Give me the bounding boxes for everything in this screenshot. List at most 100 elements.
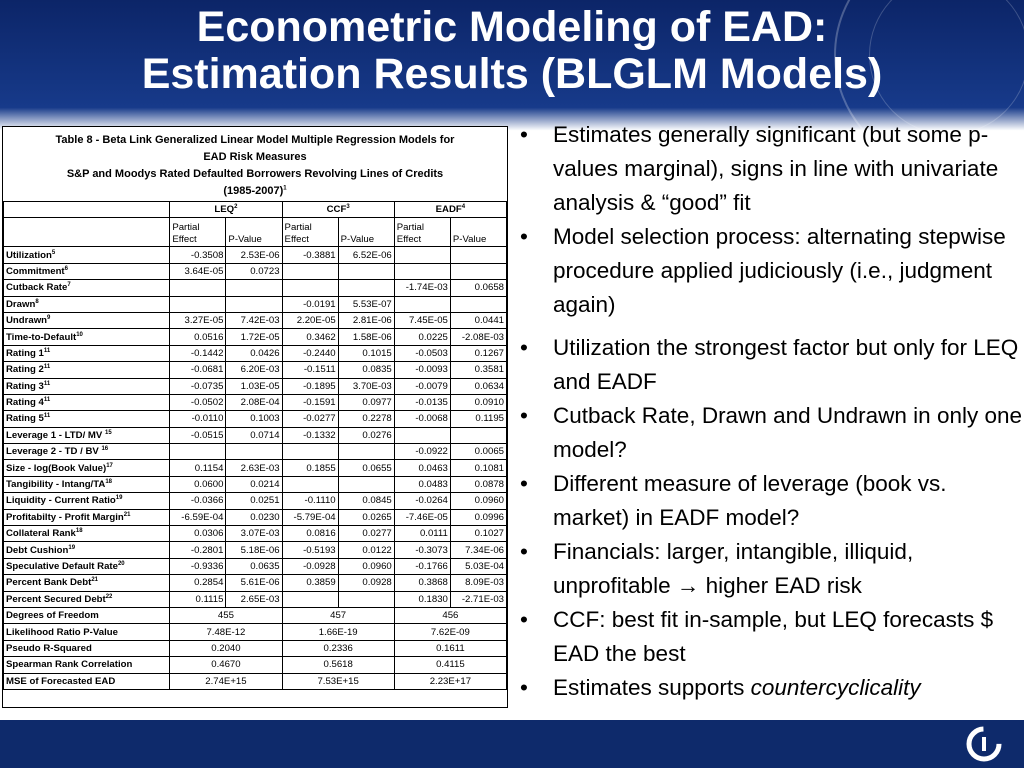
footer-bar [0, 720, 1024, 768]
value-cell: 7.45E-05 [393, 311, 451, 330]
stats-row: Degrees of Freedom 455 457 456 [3, 606, 507, 625]
stat-value-cell: 0.2336 [281, 639, 395, 658]
value-cell: 0.0463 [393, 459, 451, 477]
table-row: Percent Secured Debt22 0.1115 2.65E-03 0.18… [3, 590, 507, 608]
value-cell [337, 475, 395, 494]
value-cell: 0.0878 [449, 475, 507, 494]
value-cell: 1.58E-06 [337, 328, 395, 346]
row-label: Collateral Rank18 [3, 525, 171, 543]
value-cell: -0.5193 [281, 541, 339, 559]
table-row: Commitment6 3.64E-05 0.0723 [3, 262, 507, 281]
table-row: Leverage 2 - TD / BV 16 -0.0922 0.0065 [3, 443, 507, 461]
stat-value-cell: 0.4670 [169, 656, 283, 674]
row-label: Percent Bank Debt21 [3, 574, 171, 592]
bullet-item: • CCF: best fit in-sample, but LEQ foreca… [516, 603, 1024, 671]
value-cell: 0.0251 [225, 492, 283, 510]
stat-value-cell: 2.23E+17 [393, 672, 507, 690]
stat-value-cell: 0.5618 [281, 656, 395, 674]
value-cell: -5.79E-04 [281, 508, 339, 527]
value-cell: -0.0068 [393, 410, 451, 428]
table-row: Rating 411 -0.0502 2.08E-04 -0.1591 0.0977 -0… [3, 393, 507, 412]
bullet-item: • Cutback Rate, Drawn and Undrawn in only… [516, 399, 1024, 467]
table-row: Leverage 1 - LTD/ MV 15 -0.0515 0.0714 -0.1… [3, 426, 507, 445]
table-row: Rating 311 -0.0735 1.03E-05 -0.1895 3.70E-03… [3, 377, 507, 395]
value-cell: 0.0634 [449, 377, 507, 395]
value-cell [337, 590, 395, 608]
value-cell: 7.42E-03 [225, 311, 283, 330]
value-cell: 0.1855 [281, 459, 339, 477]
stat-value-cell: 1.66E-19 [281, 623, 395, 641]
value-cell: 0.0996 [449, 508, 507, 527]
row-label: Liquidity - Current Ratio19 [3, 492, 171, 510]
value-cell: 0.3859 [281, 574, 339, 592]
title-line-1: Econometric Modeling of EAD: [196, 3, 828, 51]
stats-row: Pseudo R-Squared 0.2040 0.2336 0.1611 [3, 639, 507, 658]
stat-value-cell: 0.2040 [169, 639, 283, 658]
table-row: Cutback Rate7 -1.74E-03 0.0658 [3, 279, 507, 297]
value-cell [281, 475, 339, 494]
value-cell: 0.0816 [281, 525, 339, 543]
value-cell: -6.59E-04 [169, 508, 227, 527]
bullet-item: • Estimates supports countercyclicality [516, 671, 1024, 705]
value-cell: 0.0214 [225, 475, 283, 494]
value-cell: 2.81E-06 [337, 311, 395, 330]
table-row: Tangibility - Intang/TA18 0.0600 0.0214 0.0… [3, 475, 507, 494]
row-label: Leverage 2 - TD / BV 16 [3, 443, 171, 461]
value-cell: 2.08E-04 [225, 393, 283, 412]
caption-line-2: EAD Risk Measures [203, 151, 307, 163]
value-cell [449, 246, 507, 264]
bullet-dot: • [520, 335, 528, 360]
bullet-item: • Different measure of leverage (book vs.… [516, 467, 1024, 535]
value-cell: 0.0265 [337, 508, 395, 527]
stat-label: Pseudo R-Squared [3, 639, 171, 658]
value-cell [337, 443, 395, 461]
stat-value-cell: 457 [281, 606, 395, 625]
stats-row: MSE of Forecasted EAD 2.74E+15 7.53E+15 2.2… [3, 672, 507, 690]
value-cell: -0.1511 [281, 361, 339, 379]
value-cell: 0.0714 [225, 426, 283, 445]
value-cell: -7.46E-05 [393, 508, 451, 527]
value-cell: -0.0366 [169, 492, 227, 510]
table-row: Debt Cushion19 -0.2801 5.18E-06 -0.5193 0.01… [3, 541, 507, 559]
value-cell: -0.0277 [281, 410, 339, 428]
value-cell: -0.1442 [169, 344, 227, 363]
value-cell: 0.1195 [449, 410, 507, 428]
value-cell: 0.0845 [337, 492, 395, 510]
stat-label: Likelihood Ratio P-Value [3, 623, 171, 641]
value-cell: 0.0306 [169, 525, 227, 543]
value-cell: -0.9336 [169, 557, 227, 576]
value-cell [337, 262, 395, 281]
title-line-2: Estimation Results (BLGLM Models) [141, 50, 883, 98]
row-label: Debt Cushion19 [3, 541, 171, 559]
table-row: Rating 111 -0.1442 0.0426 -0.2440 0.1015 -0.0… [3, 344, 507, 363]
bullet-item: • Model selection process: alternating st… [516, 220, 1024, 322]
value-cell: 0.0723 [225, 262, 283, 281]
table-row: Percent Bank Debt21 0.2854 5.61E-06 0.3859 0… [3, 574, 507, 592]
value-cell: 0.1830 [393, 590, 451, 608]
model-header-cell: CCF3 [281, 200, 395, 219]
table-row: Rating 511 -0.0110 0.1003 -0.0277 0.2278 -0.0… [3, 410, 507, 428]
value-cell: 3.07E-03 [225, 525, 283, 543]
value-cell: -0.0928 [281, 557, 339, 576]
caption-line-3: S&P and Moodys Rated Defaulted Borrowers… [66, 168, 444, 180]
row-label: Commitment6 [3, 262, 171, 281]
value-cell: 3.70E-03 [337, 377, 395, 395]
value-cell: 0.0516 [169, 328, 227, 346]
results-table: LEQ2 CCF3 EADF4 Partial Effect P-Value Partial… [3, 200, 507, 690]
row-label: Drawn8 [3, 295, 171, 313]
value-cell: -0.0515 [169, 426, 227, 445]
row-label: Profitabilty - Profit Margin21 [3, 508, 171, 527]
value-cell: -0.0110 [169, 410, 227, 428]
value-cell: 3.27E-05 [169, 311, 227, 330]
value-cell [225, 443, 283, 461]
value-cell: 6.52E-06 [337, 246, 395, 264]
value-cell: 0.0635 [225, 557, 283, 576]
value-cell: -2.08E-03 [449, 328, 507, 346]
row-label: Cutback Rate7 [3, 279, 171, 297]
stats-row: Likelihood Ratio P-Value 7.48E-12 1.66E-19… [3, 623, 507, 641]
stat-value-cell: 7.53E+15 [281, 672, 395, 690]
value-cell: -0.0135 [393, 393, 451, 412]
row-label: Tangibility - Intang/TA18 [3, 475, 171, 494]
value-cell [281, 262, 339, 281]
value-cell: 2.53E-06 [225, 246, 283, 264]
